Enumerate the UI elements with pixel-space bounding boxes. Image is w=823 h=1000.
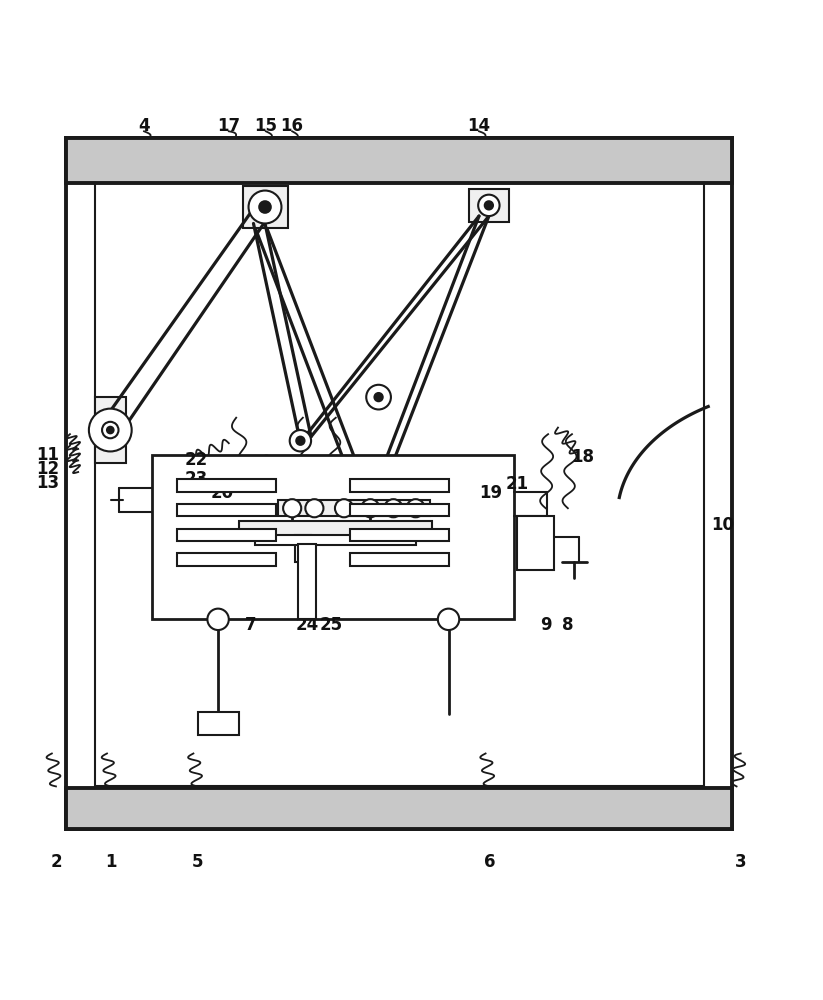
Circle shape bbox=[438, 609, 459, 630]
Bar bbox=[350, 553, 449, 566]
Text: 13: 13 bbox=[36, 474, 59, 492]
Text: 14: 14 bbox=[467, 117, 491, 135]
Text: 22: 22 bbox=[184, 451, 207, 469]
Text: 6: 6 bbox=[484, 853, 495, 871]
Bar bbox=[295, 535, 311, 562]
Text: 12: 12 bbox=[36, 460, 59, 478]
Bar bbox=[177, 479, 276, 492]
Circle shape bbox=[283, 499, 301, 517]
Text: 17: 17 bbox=[217, 117, 240, 135]
Text: 7: 7 bbox=[245, 616, 257, 634]
Circle shape bbox=[107, 427, 114, 433]
Text: 4: 4 bbox=[138, 117, 150, 135]
Bar bbox=[95, 397, 126, 463]
Text: 8: 8 bbox=[562, 616, 574, 634]
Text: 2: 2 bbox=[50, 853, 62, 871]
Circle shape bbox=[102, 422, 119, 438]
Text: 11: 11 bbox=[36, 446, 59, 464]
Circle shape bbox=[384, 499, 402, 517]
Bar bbox=[298, 544, 316, 619]
Bar bbox=[278, 500, 430, 516]
Text: 1: 1 bbox=[105, 853, 117, 871]
Circle shape bbox=[89, 409, 132, 451]
Bar bbox=[198, 712, 239, 735]
Text: 20: 20 bbox=[211, 484, 234, 502]
Bar bbox=[469, 189, 509, 222]
Bar bbox=[255, 535, 416, 545]
Text: 23: 23 bbox=[184, 470, 207, 488]
Text: 25: 25 bbox=[320, 616, 343, 634]
Text: 21: 21 bbox=[505, 475, 528, 493]
Circle shape bbox=[207, 609, 229, 630]
Bar bbox=[350, 479, 449, 492]
Bar bbox=[66, 138, 732, 829]
Text: 15: 15 bbox=[254, 117, 277, 135]
Text: 3: 3 bbox=[735, 853, 746, 871]
Circle shape bbox=[259, 201, 271, 213]
Text: 19: 19 bbox=[479, 484, 502, 502]
Text: 10: 10 bbox=[711, 516, 734, 534]
Circle shape bbox=[485, 201, 493, 209]
Text: 9: 9 bbox=[540, 616, 551, 634]
Bar bbox=[66, 138, 732, 183]
Bar bbox=[66, 788, 732, 829]
Bar bbox=[350, 529, 449, 541]
Circle shape bbox=[290, 430, 311, 451]
Text: 16: 16 bbox=[281, 117, 304, 135]
Circle shape bbox=[305, 499, 323, 517]
Bar bbox=[177, 504, 276, 516]
Circle shape bbox=[361, 499, 379, 517]
Circle shape bbox=[249, 191, 281, 223]
Text: 18: 18 bbox=[571, 448, 594, 466]
Circle shape bbox=[335, 499, 353, 517]
Circle shape bbox=[407, 499, 425, 517]
Bar bbox=[177, 553, 276, 566]
Bar bbox=[177, 529, 276, 541]
Text: 24: 24 bbox=[295, 616, 319, 634]
Bar bbox=[152, 455, 514, 619]
Circle shape bbox=[366, 385, 391, 409]
Bar bbox=[350, 504, 449, 516]
Bar bbox=[239, 521, 432, 536]
Bar bbox=[243, 186, 288, 228]
Circle shape bbox=[374, 393, 383, 401]
Text: 5: 5 bbox=[192, 853, 203, 871]
Circle shape bbox=[478, 195, 500, 216]
Bar bbox=[517, 516, 554, 570]
Circle shape bbox=[296, 437, 305, 445]
